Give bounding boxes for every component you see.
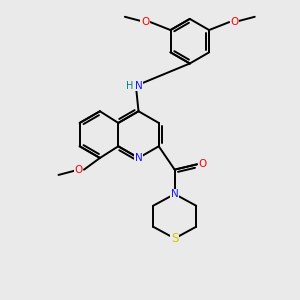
Text: N: N	[171, 189, 178, 199]
Text: O: O	[141, 17, 149, 27]
Text: O: O	[230, 17, 239, 27]
Text: H: H	[126, 81, 133, 91]
Text: O: O	[75, 165, 83, 175]
Text: N: N	[135, 153, 142, 163]
Text: N: N	[135, 81, 142, 91]
Text: O: O	[199, 159, 207, 169]
Text: S: S	[171, 232, 178, 245]
